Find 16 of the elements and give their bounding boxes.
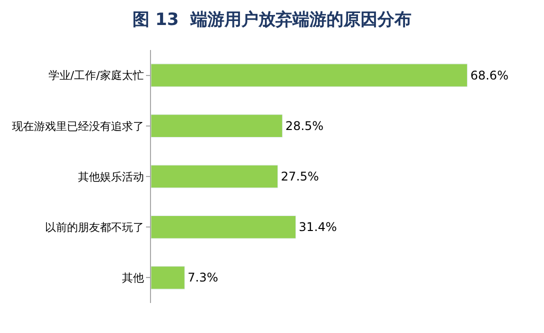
bar xyxy=(151,266,185,290)
bar xyxy=(151,164,278,188)
data-label: 31.4% xyxy=(298,220,337,234)
data-label: 7.3% xyxy=(188,270,218,285)
bar xyxy=(151,215,296,239)
y-tick-label: 其他 xyxy=(122,272,144,285)
chart-title: 图 13 端游用户放弃端游的原因分布 xyxy=(132,9,412,30)
bar xyxy=(151,64,468,87)
bar xyxy=(151,114,283,138)
y-tick-label: 现在游戏里已经没有追求了 xyxy=(12,120,144,133)
y-tick-label: 以前的朋友都不玩了 xyxy=(44,220,144,234)
y-tick-label: 学业/工作/家庭太忙 xyxy=(48,69,144,82)
y-tick-label: 其他娱乐活动 xyxy=(78,170,144,184)
data-label: 27.5% xyxy=(280,170,319,184)
data-label: 28.5% xyxy=(285,118,324,133)
data-label: 68.6% xyxy=(470,68,508,82)
